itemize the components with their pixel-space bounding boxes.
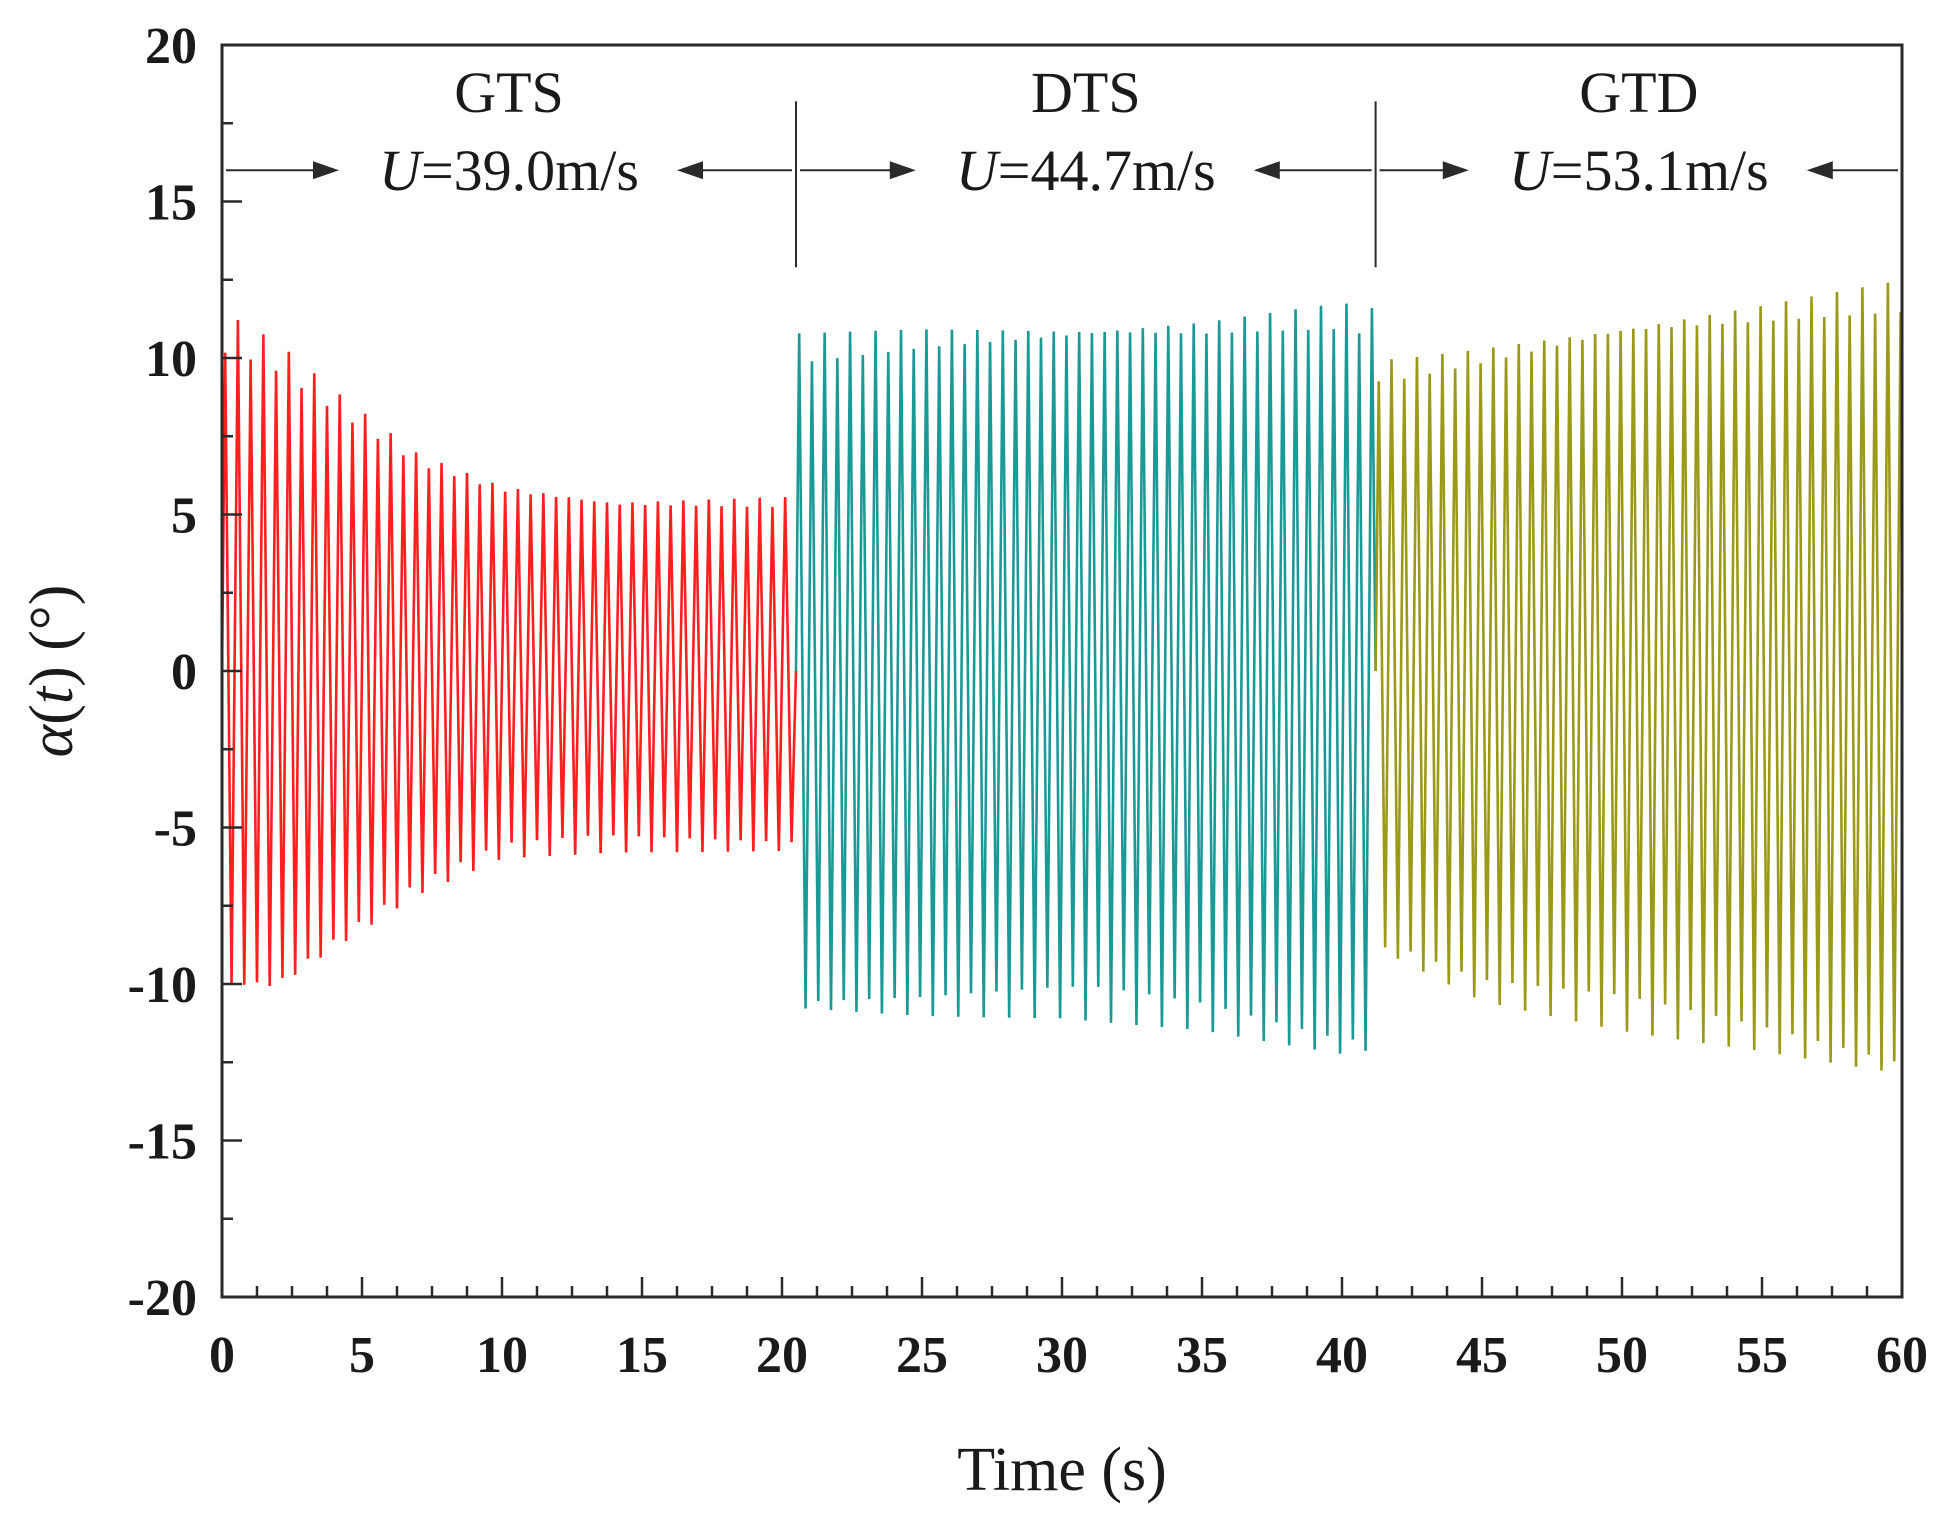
arrow-head-right xyxy=(889,161,916,180)
arrow-head-right xyxy=(1442,161,1469,180)
y-axis-variable: t xyxy=(18,685,86,704)
arrow-head-left xyxy=(1806,161,1833,180)
x-tick-label: 40 xyxy=(1316,1327,1368,1384)
arrow-head-left xyxy=(677,161,703,180)
y-tick-label: -5 xyxy=(154,801,197,858)
ticks-layer xyxy=(220,43,1904,1299)
y-axis-title: α(t) (°) xyxy=(18,585,86,758)
speed-variable: U xyxy=(956,138,1002,203)
y-tick-label: 5 xyxy=(171,488,197,545)
regime-label-dts: DTS xyxy=(1031,60,1141,125)
x-tick-label: 35 xyxy=(1176,1327,1228,1384)
regime-label-gtd: GTD xyxy=(1579,60,1698,125)
x-axis-title: Time (s) xyxy=(957,1436,1167,1504)
speed-variable: U xyxy=(379,138,425,203)
y-tick-labels: 20 15 10 5 0 -5 -10 -15 -20 xyxy=(128,18,197,1327)
speed-label-gtd: U=53.1m/s xyxy=(1509,138,1769,203)
y-axis-close-paren: ) xyxy=(18,666,86,687)
x-tick-label: 50 xyxy=(1596,1327,1648,1384)
x-tick-label: 5 xyxy=(349,1327,375,1384)
speed-label-dts: U=44.7m/s xyxy=(956,138,1216,203)
x-tick-label: 60 xyxy=(1876,1327,1928,1384)
regime-label-gts: GTS xyxy=(454,60,564,125)
x-tick-labels: 0 5 10 15 20 25 30 35 40 45 50 55 60 xyxy=(209,1327,1928,1384)
x-tick-label: 30 xyxy=(1036,1327,1088,1384)
y-tick-label: 10 xyxy=(145,331,197,388)
speed-value: =39.0m/s xyxy=(421,138,639,203)
x-tick-label: 20 xyxy=(756,1327,808,1384)
y-axis-open-paren: ( xyxy=(18,704,86,725)
x-tick-label: 25 xyxy=(896,1327,948,1384)
x-tick-label: 10 xyxy=(476,1327,528,1384)
series-layer xyxy=(222,282,1902,1071)
speed-value: =44.7m/s xyxy=(998,138,1216,203)
y-tick-label: -20 xyxy=(128,1270,197,1327)
y-tick-label: -10 xyxy=(128,957,197,1014)
speed-label-gts: U=39.0m/s xyxy=(379,138,639,203)
x-tick-label: 55 xyxy=(1736,1327,1788,1384)
y-tick-label: -15 xyxy=(128,1114,197,1171)
speed-variable: U xyxy=(1509,138,1555,203)
arrow-head-right xyxy=(313,161,339,180)
y-tick-label: 0 xyxy=(171,644,197,701)
y-tick-label: 15 xyxy=(145,175,197,232)
arrow-head-left xyxy=(1253,161,1280,180)
x-tick-label: 15 xyxy=(616,1327,668,1384)
y-axis-unit: (°) xyxy=(18,585,86,667)
y-tick-label: 20 xyxy=(145,18,197,75)
speed-value: =53.1m/s xyxy=(1551,138,1769,203)
series-dts-line xyxy=(794,303,1377,1054)
series-gts-line xyxy=(222,319,798,987)
y-axis-symbol: α xyxy=(18,723,86,757)
x-tick-label: 0 xyxy=(209,1327,235,1384)
x-tick-label: 45 xyxy=(1456,1327,1508,1384)
series-gtd-line xyxy=(1374,282,1902,1071)
